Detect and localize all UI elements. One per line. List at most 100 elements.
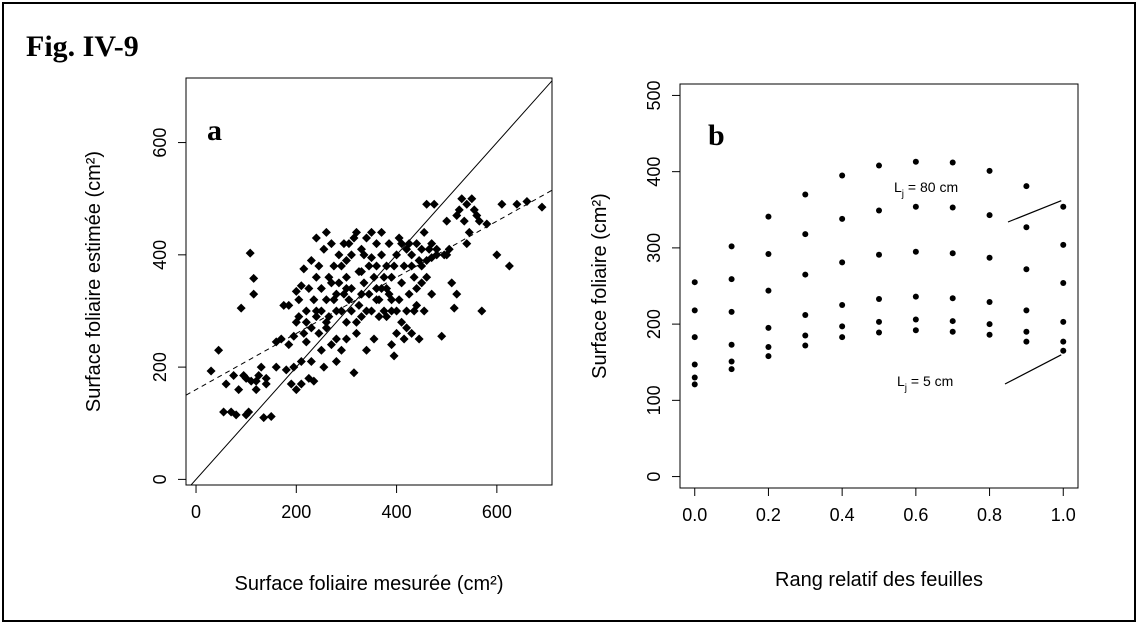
data-point [765,324,772,331]
data-point [389,351,399,361]
data-point [299,264,309,274]
data-point [289,362,299,372]
data-point [407,250,417,260]
x-tick-label: 600 [482,502,512,522]
data-point [316,306,326,316]
plot-area-box [679,83,1079,489]
x-tick-label: 0.4 [830,505,855,525]
data-point [839,215,846,222]
data-point [389,261,399,271]
data-point [419,227,429,237]
data-point [286,379,296,389]
data-point [339,239,349,249]
x-tick-label: 0.0 [682,505,707,525]
data-point [356,312,366,322]
data-point [765,343,772,350]
data-point [346,250,356,260]
data-point [949,159,956,166]
data-point [412,300,422,310]
data-point [392,306,402,316]
data-point [417,278,427,288]
data-point [876,207,882,214]
data-point [364,261,374,271]
data-point [1023,307,1030,314]
data-point [876,318,882,325]
data-point [474,216,484,226]
data-point [477,306,487,316]
data-point [399,261,409,271]
y-tick-label: 400 [150,240,170,270]
data-point [206,366,216,376]
data-point [397,317,407,327]
data-point [422,199,432,209]
data-point [876,329,882,336]
data-point [392,250,402,260]
data-point [414,334,424,344]
panel-b: 0.0 0.2 0.4 0.6 0.8 1.0 0 100 200 300 400 500 Rang r… [589,80,1079,591]
data-point [284,340,294,350]
data-point [336,345,346,355]
data-point [387,340,397,350]
y-tick-label: 200 [150,352,170,382]
data-point [765,213,772,220]
data-point [314,261,324,271]
data-point [949,295,956,302]
data-point [1023,183,1030,190]
data-point [294,295,304,305]
data-point [802,332,809,339]
x-tick-label: 0.6 [903,505,928,525]
data-point [802,191,809,198]
data-point [427,289,437,299]
data-point [691,381,698,388]
data-point [765,353,772,360]
data-point [346,284,356,294]
data-point [482,219,492,229]
data-point [949,318,956,325]
data-point [447,278,457,288]
data-point [245,248,255,258]
data-point [246,376,256,386]
data-point [382,261,392,271]
data-point [319,244,329,254]
data-point [331,334,341,344]
data-point [912,248,919,255]
data-point [336,306,346,316]
data-point [254,371,264,381]
data-point [728,276,735,283]
data-point [691,334,698,341]
data-point [399,334,409,344]
data-point [249,273,259,283]
data-point [374,312,384,322]
y-tick-label: 600 [150,128,170,158]
data-point [728,243,735,250]
data-point [986,331,993,338]
data-point [397,239,407,249]
annotation-label: Lj = 5 cm [897,373,953,394]
data-point [1023,266,1030,273]
data-point [986,299,993,306]
data-point [311,306,321,316]
data-point [296,356,306,366]
data-point [839,259,846,266]
data-point [691,307,698,314]
annotation-arrow [1007,200,1062,223]
data-point [326,239,336,249]
data-point [765,250,772,257]
data-point [316,284,326,294]
data-point [417,244,427,254]
data-point [379,272,389,282]
data-point [361,306,371,316]
data-point [291,286,301,296]
data-point [299,328,309,338]
data-point [364,289,374,299]
data-point [321,295,331,305]
x-tick-label: 1.0 [1051,505,1076,525]
data-point [876,162,882,169]
data-point [306,255,316,265]
data-point [728,341,735,348]
data-point [986,212,993,219]
data-point [341,272,351,282]
data-point [1060,279,1067,286]
data-point [326,278,336,288]
